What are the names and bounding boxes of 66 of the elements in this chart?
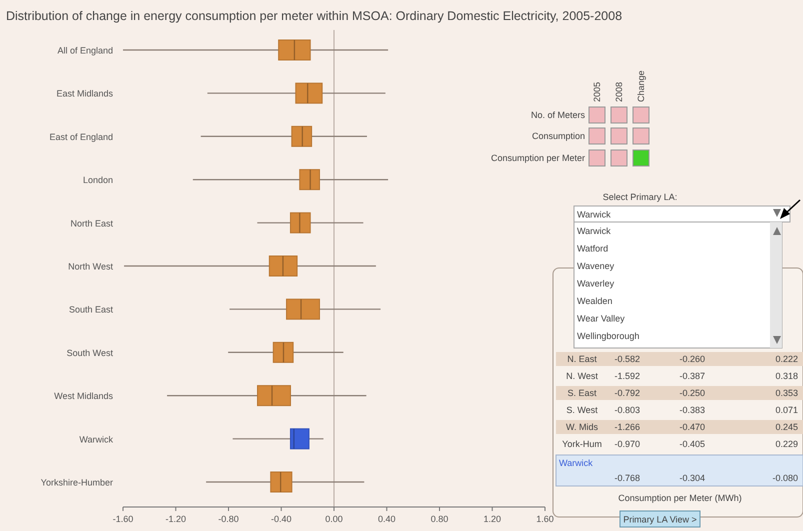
text: Watford xyxy=(577,244,608,254)
x-tick-label: 0.40 xyxy=(378,514,396,524)
text: -0.387 xyxy=(679,371,705,381)
y-tick-label: Warwick xyxy=(79,434,114,444)
text: -1.266 xyxy=(614,422,640,432)
text: -0.470 xyxy=(679,422,705,432)
text: -0.250 xyxy=(679,388,705,398)
text: -0.260 xyxy=(679,354,705,364)
text: 0.353 xyxy=(775,388,798,398)
x-tick-label: -1.20 xyxy=(165,514,186,524)
text: -1.592 xyxy=(614,371,640,381)
text: N. East xyxy=(567,354,598,364)
text: -0.304 xyxy=(679,473,705,483)
text: 0.229 xyxy=(775,439,798,449)
y-tick-label: East of England xyxy=(49,132,113,142)
x-tick-label: 0.00 xyxy=(325,514,343,524)
text: -0.582 xyxy=(614,354,640,364)
text: Primary LA View > xyxy=(623,514,697,524)
text: Change xyxy=(636,70,646,102)
annotation: Consumption per Meter xyxy=(490,153,585,163)
text: -0.792 xyxy=(614,388,640,398)
annotation: Consumption xyxy=(532,131,585,141)
text: 0.071 xyxy=(775,405,798,415)
y-tick-label: South East xyxy=(68,304,114,315)
chart-title: Distribution of change in energy consumption per meter within MSOA: Ordinary Domestic Electricity, 2005-2008 xyxy=(6,9,622,23)
text: Waveney xyxy=(577,261,615,271)
text: S. West xyxy=(566,405,598,415)
y-tick-label: North West xyxy=(68,262,114,272)
text: N. West xyxy=(566,371,598,381)
text: Wellingborough xyxy=(577,331,640,341)
text: W. Mids xyxy=(566,422,598,432)
y-tick-label: East Midlands xyxy=(56,88,114,99)
text: -0.080 xyxy=(772,473,798,483)
x-tick-label: 0.80 xyxy=(430,514,448,524)
text: Warwick xyxy=(577,210,612,220)
text: 0.318 xyxy=(775,371,798,381)
text: -0.803 xyxy=(614,405,640,415)
x-tick-label: -0.80 xyxy=(218,514,239,524)
text: Warwick xyxy=(577,226,612,236)
text: Warwick xyxy=(559,458,594,468)
text: -0.383 xyxy=(679,405,705,415)
x-tick-label: 1.60 xyxy=(536,514,554,524)
y-tick-label: London xyxy=(82,175,113,186)
text: 0.222 xyxy=(775,354,798,364)
text: Select Primary LA: xyxy=(602,192,678,202)
text: Wealden xyxy=(577,296,612,306)
y-tick-label: All of England xyxy=(57,46,113,56)
x-tick-label: -1.60 xyxy=(112,514,134,524)
y-tick-label: South West xyxy=(66,348,114,358)
x-tick-label: 1.20 xyxy=(483,514,502,524)
x-tick-label: -0.40 xyxy=(270,514,292,524)
text: S. East xyxy=(567,388,598,398)
y-tick-label: West Midlands xyxy=(54,391,114,402)
text: 2008 xyxy=(614,82,624,102)
text: 0.245 xyxy=(775,422,798,432)
y-tick-label: Yorkshire-Humber xyxy=(40,478,113,488)
text: -0.768 xyxy=(614,473,640,483)
text: Consumption per Meter (MWh) xyxy=(618,493,742,503)
text: Waverley xyxy=(577,278,615,288)
text: York-Hum xyxy=(562,439,602,449)
text: -0.405 xyxy=(679,439,705,449)
text: -0.970 xyxy=(614,439,640,449)
text: Wear Valley xyxy=(577,314,626,324)
y-tick-label: North East xyxy=(70,218,114,228)
text: 2005 xyxy=(592,82,602,102)
annotation: No. of Meters xyxy=(530,110,586,120)
